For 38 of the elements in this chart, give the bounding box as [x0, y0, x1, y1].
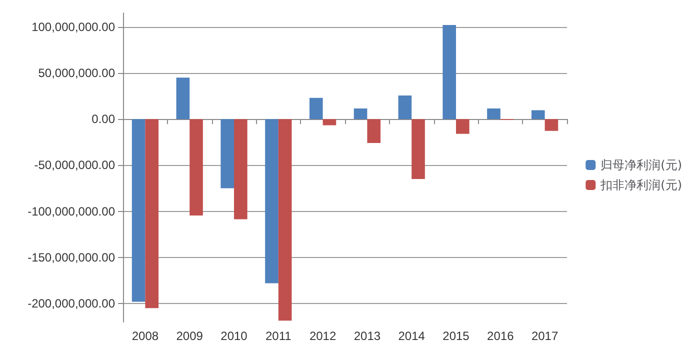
- bar: [145, 119, 159, 308]
- bar: [456, 119, 470, 134]
- bar: [367, 119, 381, 144]
- x-tick-label: 2012: [309, 329, 336, 343]
- bar: [544, 119, 558, 131]
- x-tick-label: 2016: [487, 329, 514, 343]
- y-tick-label: -200,000,000.00: [28, 296, 116, 311]
- bar: [220, 119, 234, 188]
- x-tick-label: 2014: [398, 329, 426, 343]
- y-tick-label: -50,000,000.00: [34, 158, 116, 172]
- bar: [322, 119, 336, 126]
- legend-label: 扣非净利润(元): [600, 178, 682, 192]
- bar: [234, 119, 248, 220]
- bar: [278, 119, 292, 321]
- x-tick-label: 2008: [132, 329, 159, 343]
- bar: [531, 110, 545, 120]
- y-tick-label: 50,000,000.00: [38, 66, 116, 80]
- bar: [309, 98, 323, 120]
- x-tick-label: 2013: [354, 329, 381, 343]
- y-tick-label: -100,000,000.00: [28, 204, 116, 218]
- bar: [132, 119, 146, 302]
- x-tick-label: 2015: [442, 329, 470, 343]
- x-tick-label: 2010: [220, 329, 248, 343]
- bar: [398, 96, 412, 120]
- y-tick-label: 0.00: [92, 112, 116, 126]
- legend-label: 归母净利润(元): [600, 158, 682, 172]
- bar: [190, 119, 203, 216]
- bar: [354, 108, 368, 120]
- bar: [176, 78, 190, 120]
- y-tick-label: 100,000,000.00: [32, 20, 116, 34]
- x-tick-label: 2011: [265, 329, 292, 343]
- bar: [265, 119, 278, 284]
- y-tick-label: -150,000,000.00: [28, 250, 116, 264]
- x-tick-label: 2017: [531, 329, 558, 343]
- x-tick-label: 2009: [176, 329, 204, 343]
- bar: [442, 24, 456, 120]
- bar: [487, 108, 500, 120]
- bar: [412, 119, 425, 180]
